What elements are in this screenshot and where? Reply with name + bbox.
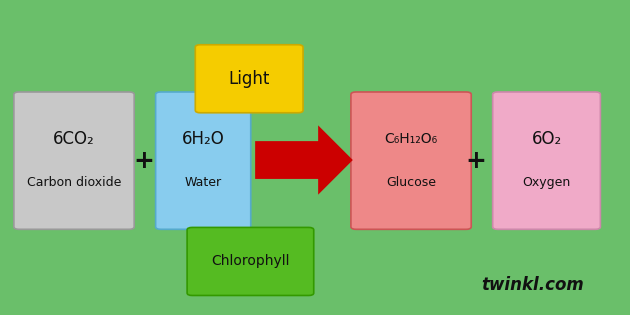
- Text: 6CO₂: 6CO₂: [53, 129, 95, 148]
- Polygon shape: [255, 125, 353, 195]
- Text: Chlorophyll: Chlorophyll: [211, 255, 290, 268]
- FancyBboxPatch shape: [493, 92, 600, 229]
- Text: Glucose: Glucose: [386, 176, 436, 189]
- FancyBboxPatch shape: [187, 227, 314, 295]
- Text: Oxygen: Oxygen: [522, 176, 571, 189]
- FancyBboxPatch shape: [156, 92, 251, 229]
- Text: Light: Light: [229, 70, 270, 88]
- Text: +: +: [465, 149, 486, 173]
- Text: Carbon dioxide: Carbon dioxide: [27, 176, 121, 189]
- Text: Water: Water: [185, 176, 222, 189]
- Text: 6O₂: 6O₂: [531, 129, 562, 148]
- Text: 6H₂O: 6H₂O: [182, 129, 224, 148]
- FancyBboxPatch shape: [351, 92, 471, 229]
- FancyBboxPatch shape: [195, 45, 303, 113]
- Text: +: +: [133, 149, 154, 173]
- Text: C₆H₁₂O₆: C₆H₁₂O₆: [384, 132, 438, 146]
- FancyBboxPatch shape: [14, 92, 134, 229]
- Text: twinkl.com: twinkl.com: [481, 276, 584, 294]
